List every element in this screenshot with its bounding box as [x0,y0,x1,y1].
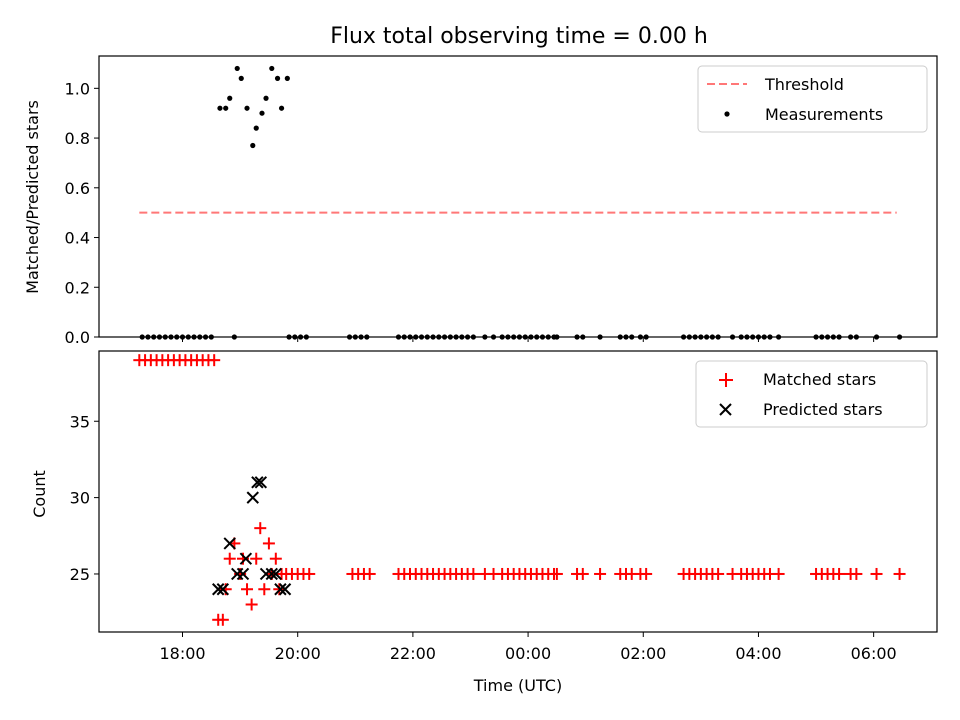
x-tick-label: 02:00 [620,644,666,663]
x-tick-label: 00:00 [505,644,551,663]
top-y-axis-label: Matched/Predicted stars [23,100,42,294]
top-legend-frame [697,65,928,133]
predicted-star-point [231,567,244,581]
x-tick-label: 04:00 [735,644,781,663]
measurement-point [253,125,259,131]
top-y-ticks: 0.0 0.2 0.4 0.6 0.8 1.0 [65,79,99,347]
matched-star-point [363,567,376,580]
matched-star-point [594,567,607,580]
predicted-star-point [251,476,264,489]
measurement-point [234,65,240,72]
predicted-star-point [254,476,268,489]
bottom-axes-frame [98,350,938,633]
bottom-marks [133,354,906,626]
legend-matched-swatch [719,373,733,387]
predicted-star-point [239,552,253,565]
predicted-star-point [274,583,287,596]
predicted-star-point [212,583,225,596]
bottom-y-tick-label: 25 [70,565,90,584]
x-tick-label: 22:00 [390,644,436,663]
predicted-star-point [269,567,283,581]
measurement-point [278,105,285,111]
x-tick-label: 18:00 [159,644,205,663]
top-y-tick-label: 0.8 [65,129,90,148]
bottom-legend-frame [695,360,928,428]
measurement-point [274,75,281,81]
matched-star-point [833,567,846,580]
top-y-tick-label: 0.4 [65,229,90,248]
measurement-point [284,75,290,81]
top-y-tick-label: 0.2 [65,278,90,297]
top-x-ticks [182,337,875,342]
matched-star-point [269,552,282,565]
x-tick-label: 20:00 [275,644,321,663]
matched-star-point [772,567,785,580]
measurement-point [223,105,229,111]
matched-star-point [870,567,883,580]
matched-star-point [254,522,267,535]
matched-star-point [640,567,653,580]
matched-star-point [245,598,258,611]
matched-star-point [208,354,221,367]
matched-star-point [250,552,263,565]
measurement-point [263,95,269,101]
matched-star-point [216,613,229,626]
matched-star-point [712,567,725,580]
bottom-legend: Matched stars Predicted stars [695,360,928,428]
predicted-star-point [216,583,230,596]
bottom-panel: 25 30 35 18:00 20:00 22:00 00:00 02:00 04:00 06:… [30,350,938,695]
bottom-y-tick-label: 30 [70,489,90,508]
top-legend: Threshold Measurements [697,65,928,133]
legend-measurements-label: Measurements [765,105,883,124]
bottom-y-ticks: 25 30 35 [70,412,99,584]
legend-predicted-swatch [719,403,732,416]
predicted-star-point [223,537,236,550]
matched-star-point [303,567,316,580]
legend-threshold-label: Threshold [764,75,844,94]
matched-star-point [241,583,254,596]
predicted-star-point [278,583,292,596]
predicted-star-point [236,567,250,581]
chart-title: Flux total observing time = 0.00 h [330,24,708,49]
top-y-tick-label: 0.0 [65,328,90,347]
top-y-tick-label: 0.6 [65,179,90,198]
measurement-point [269,65,275,72]
matched-star-point [223,552,236,565]
matched-star-point [576,567,589,580]
matched-star-point [467,567,480,580]
measurement-point [250,142,256,149]
measurement-point [244,105,250,111]
legend-predicted-label: Predicted stars [763,400,883,419]
measurement-point [217,105,223,111]
top-panel: 0.0 0.2 0.4 0.6 0.8 1.0 Matched/Predicted sta… [23,55,938,347]
top-axes-frame [98,55,938,338]
measurement-point [238,75,244,81]
legend-measurements-swatch [724,111,730,117]
bottom-y-tick-label: 35 [70,412,90,431]
measurement-point [259,110,265,116]
matched-star-point [262,537,275,550]
x-tick-label: 06:00 [851,644,897,663]
predicted-star-point [259,567,273,581]
matched-star-point [550,567,563,580]
predicted-star-point [265,567,278,581]
bottom-x-ticks: 18:00 20:00 22:00 00:00 02:00 04:00 06:00 [159,632,897,663]
matched-star-point [893,567,906,580]
matched-star-point [850,567,863,580]
bottom-y-axis-label: Count [30,470,49,518]
x-axis-label: Time (UTC) [473,676,562,695]
top-y-tick-label: 1.0 [65,79,90,98]
matched-star-point [258,583,271,596]
predicted-star-point [246,491,259,504]
measurement-point [227,95,233,101]
legend-matched-label: Matched stars [763,370,876,389]
